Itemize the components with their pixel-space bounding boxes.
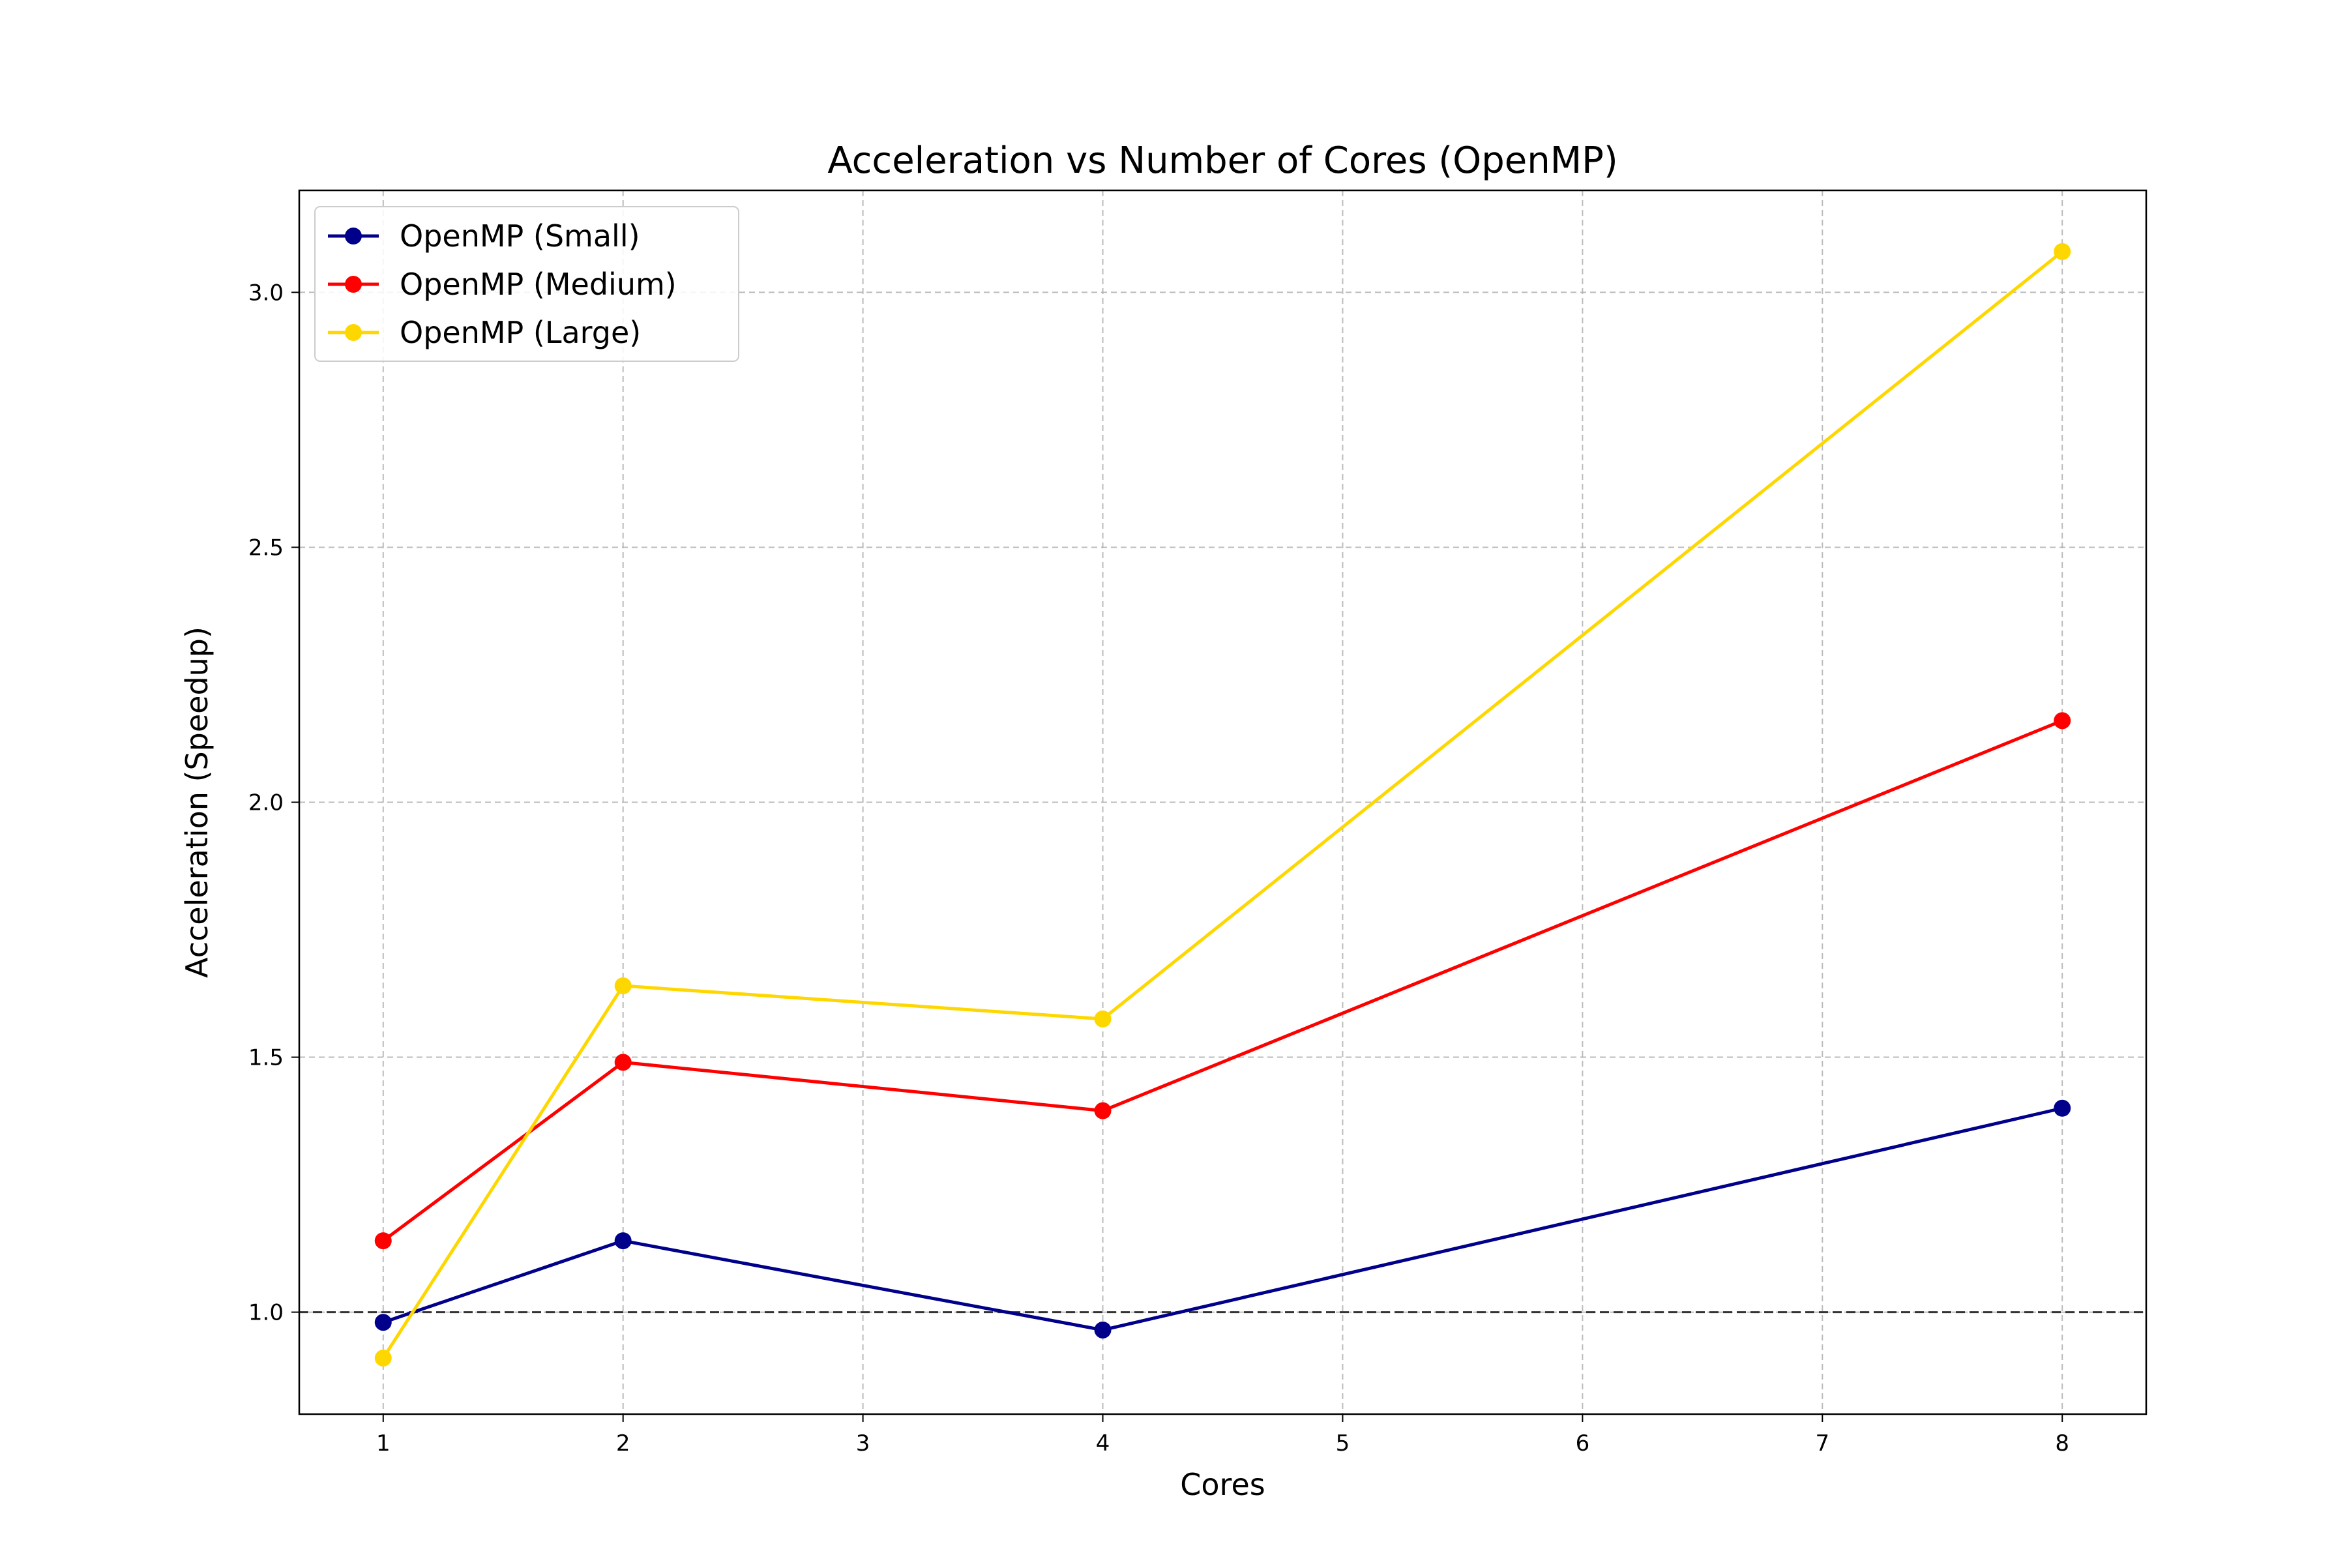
x-tick-label: 2	[616, 1430, 630, 1457]
x-tick-label: 8	[2055, 1430, 2069, 1457]
legend: OpenMP (Small) OpenMP (Medium) OpenMP (Lar…	[314, 206, 739, 362]
legend-item: OpenMP (Large)	[328, 315, 641, 350]
y-tick-label: 2.5	[248, 535, 284, 561]
data-point	[2054, 243, 2071, 260]
legend-marker	[345, 324, 362, 341]
data-point	[374, 1314, 392, 1331]
legend-label: OpenMP (Small)	[400, 218, 640, 254]
x-tick-label: 4	[1096, 1430, 1110, 1457]
series-1	[374, 712, 2071, 1250]
data-point	[374, 1232, 392, 1250]
legend-marker	[345, 228, 362, 244]
series-line	[382, 1106, 2063, 1332]
legend-label: OpenMP (Large)	[400, 315, 641, 350]
y-tick-label: 3.0	[248, 280, 284, 306]
data-point	[614, 977, 632, 995]
legend-marker	[345, 276, 362, 293]
series-2	[374, 243, 2071, 1367]
data-point	[1094, 1102, 1112, 1119]
data-point	[614, 1232, 632, 1250]
series-line	[382, 719, 2063, 1243]
chart-title: Acceleration vs Number of Cores (OpenMP)	[827, 140, 1617, 182]
data-point	[374, 1349, 392, 1367]
legend-label: OpenMP (Medium)	[400, 267, 677, 302]
data-point	[614, 1054, 632, 1071]
series-line	[381, 250, 2063, 1359]
legend-box	[314, 206, 739, 362]
series-0	[374, 1099, 2071, 1339]
legend-item: OpenMP (Small)	[328, 218, 640, 254]
tick-layer: 1 2 3 4 5 6 7 8 1.0 1.5 2.0 2.5 3.0	[248, 280, 2069, 1457]
y-tick-label: 1.0	[248, 1300, 284, 1326]
data-point	[1094, 1321, 1112, 1339]
data-point	[1094, 1010, 1112, 1028]
data-point	[2054, 712, 2071, 730]
y-axis-label: Acceleration (Speedup)	[179, 627, 214, 978]
x-tick-label: 5	[1336, 1430, 1350, 1457]
y-tick-label: 2.0	[248, 790, 284, 816]
data-point	[2054, 1099, 2071, 1117]
y-tick-label: 1.5	[248, 1045, 284, 1071]
x-tick-label: 6	[1576, 1430, 1590, 1457]
x-tick-label: 3	[856, 1430, 870, 1457]
series-layer	[374, 243, 2071, 1367]
x-tick-label: 7	[1815, 1430, 1829, 1457]
x-axis-label: Cores	[1180, 1467, 1265, 1502]
x-tick-label: 1	[376, 1430, 391, 1457]
legend-item: OpenMP (Medium)	[328, 267, 677, 302]
